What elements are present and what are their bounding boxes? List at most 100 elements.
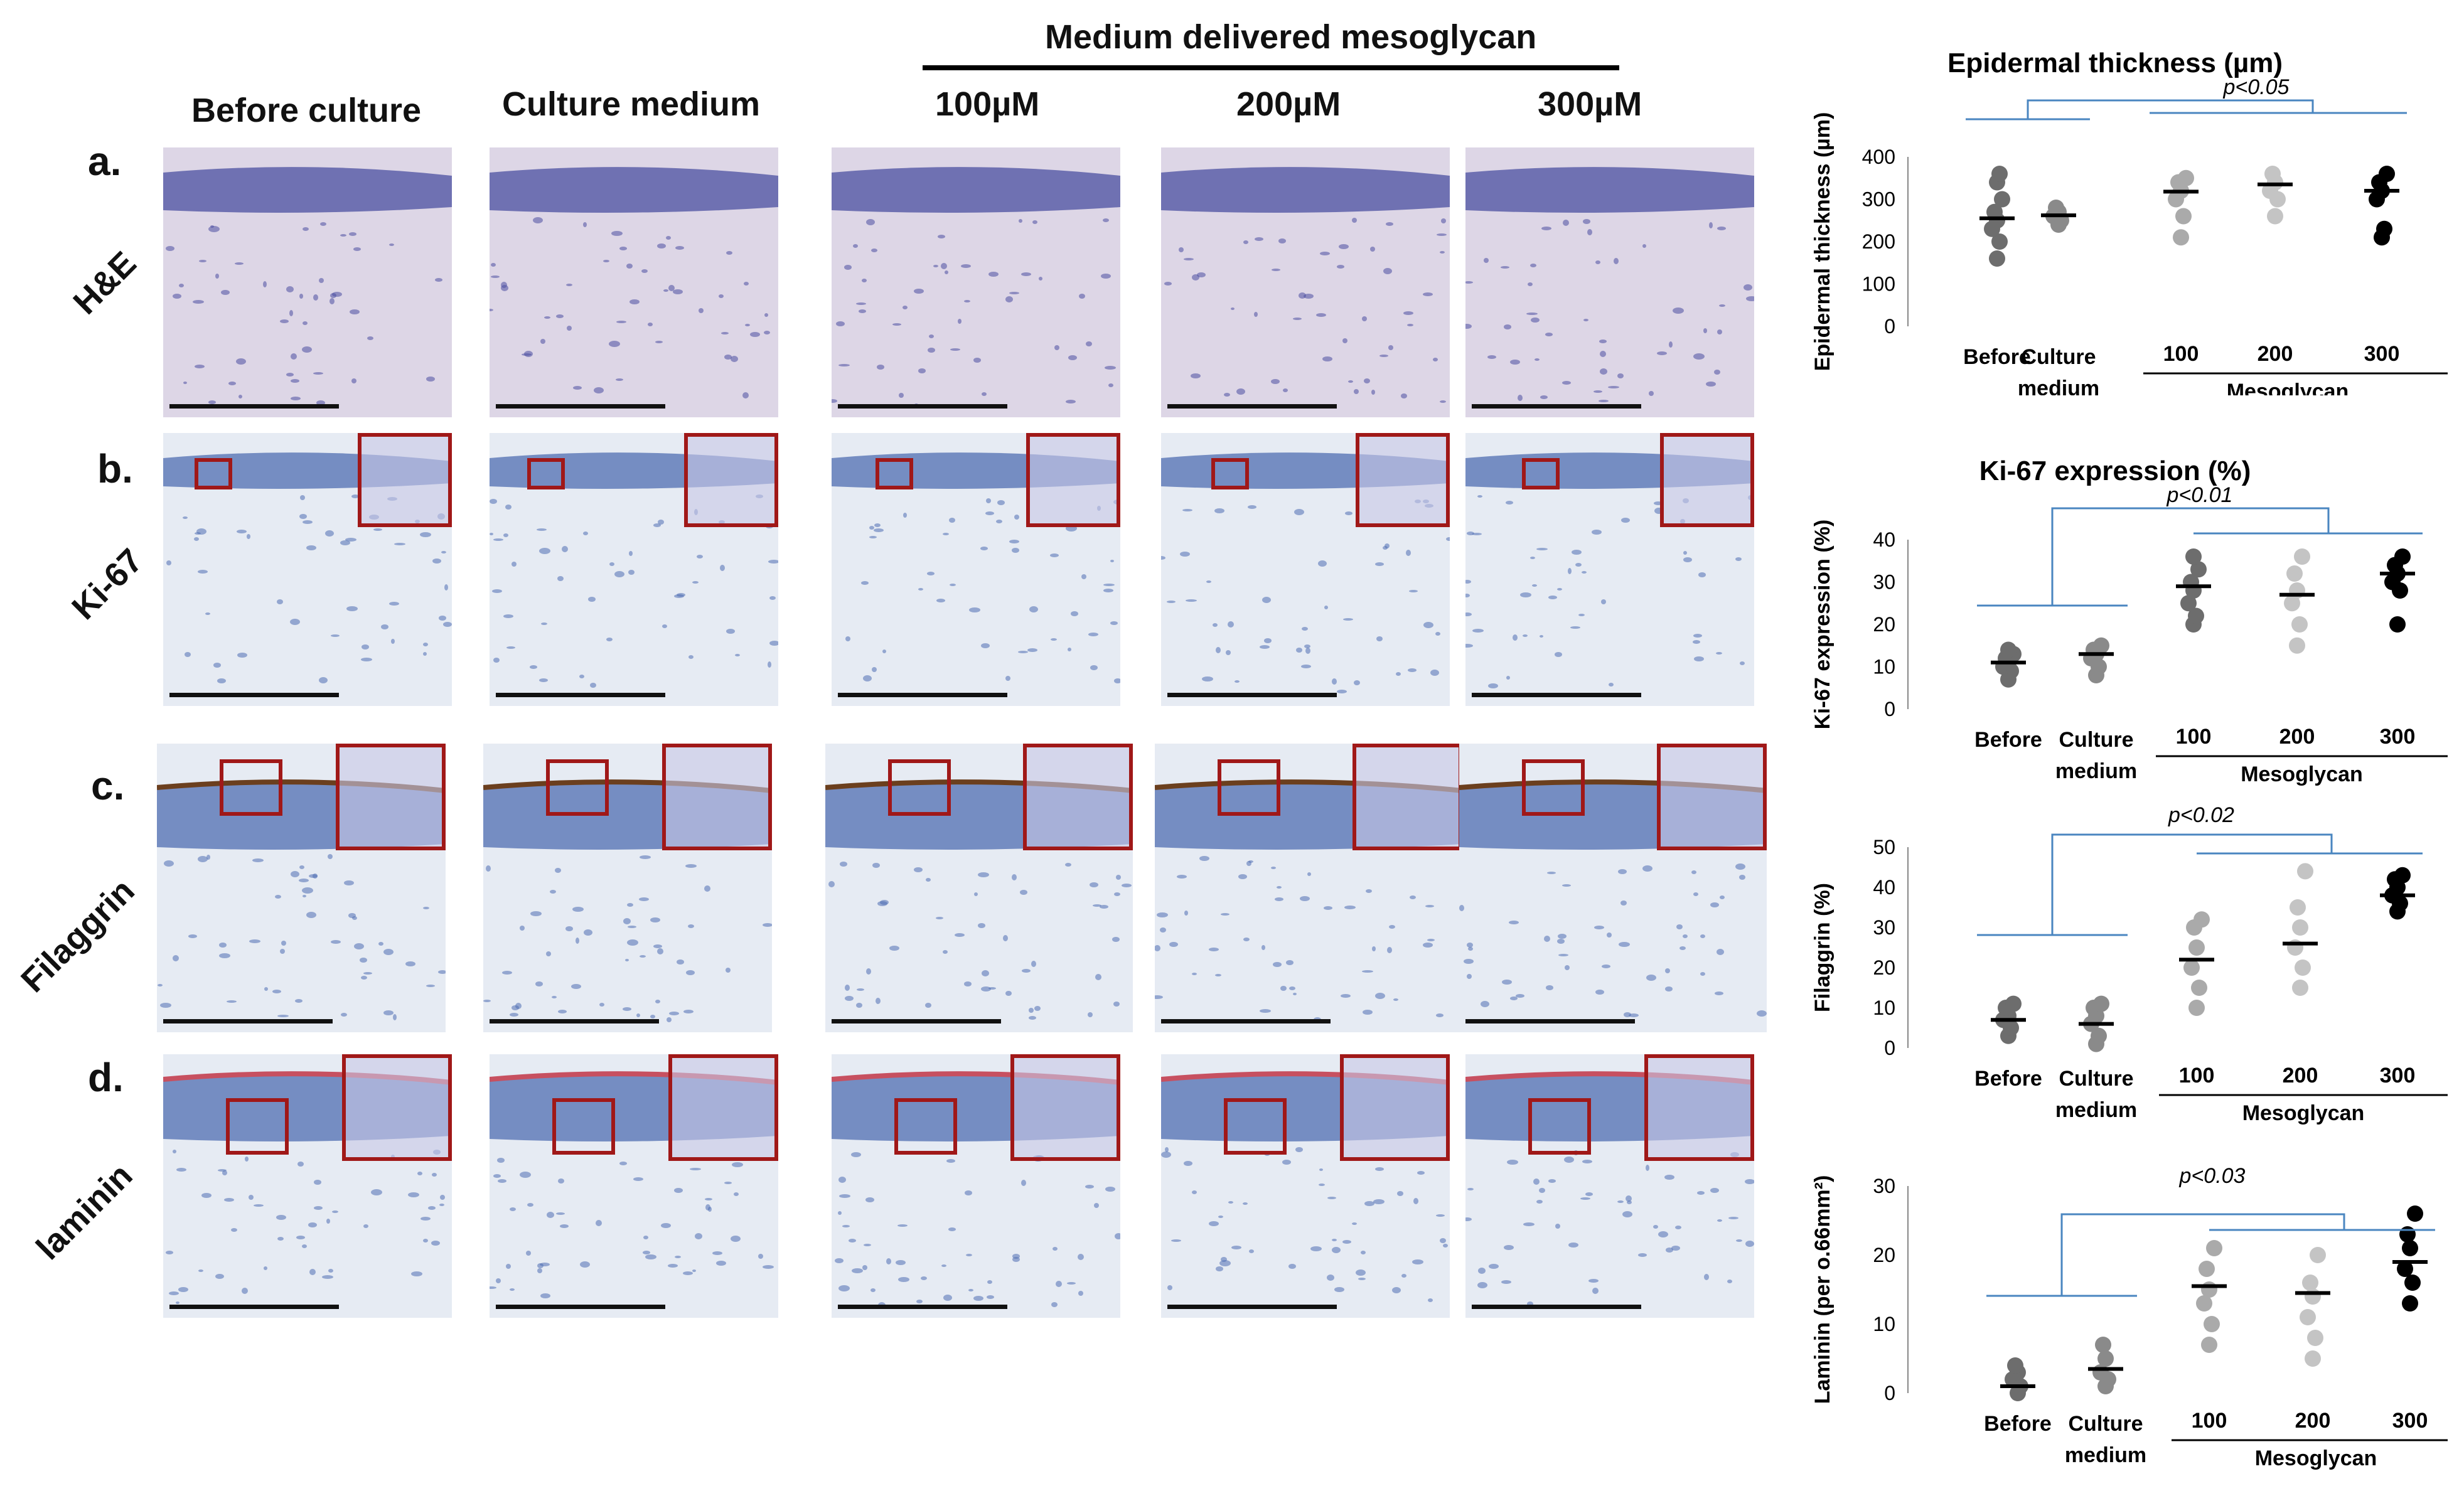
inset-marker-box bbox=[876, 458, 913, 489]
chart-laminin: Laminin (per o.66mm²) 0 10 20 30 Before Cultur… bbox=[1770, 1148, 2460, 1487]
y-tick-label: 0 bbox=[1884, 1382, 1895, 1404]
x-label-dose: 300 bbox=[2392, 1409, 2428, 1433]
data-point bbox=[1991, 166, 2008, 182]
data-point bbox=[2389, 616, 2406, 633]
stain-label-filaggrin: Filaggrin bbox=[14, 872, 142, 1000]
inset-marker-box bbox=[1211, 458, 1249, 489]
histology-panel bbox=[490, 147, 778, 417]
y-tick-label: 30 bbox=[1873, 916, 1895, 939]
x-label-dose: 100 bbox=[2192, 1409, 2227, 1433]
y-tick-label: 100 bbox=[1862, 273, 1895, 296]
histology-panel bbox=[1465, 147, 1754, 417]
data-point bbox=[2394, 548, 2411, 565]
chart-filaggrin: Filaggrin (%) 0 10 20 30 40 50 Before Culture med… bbox=[1770, 784, 2460, 1136]
scale-bar bbox=[496, 1305, 665, 1309]
data-point bbox=[2297, 863, 2313, 880]
y-tick-label: 50 bbox=[1873, 836, 1895, 858]
stain-label-ki67: Ki-67 bbox=[65, 542, 150, 627]
x-label-dose: 100 bbox=[2179, 1064, 2215, 1088]
chart-epidermal-thickness: Epidermal thickness (µm) Epidermal thickn… bbox=[1770, 6, 2460, 403]
data-point bbox=[2048, 200, 2064, 216]
inset-marker-box bbox=[888, 759, 951, 816]
data-point bbox=[2289, 637, 2305, 654]
data-point bbox=[2093, 995, 2109, 1012]
data-point bbox=[2201, 1281, 2217, 1298]
inset-marker-box bbox=[1522, 759, 1585, 816]
histology-panel bbox=[832, 1054, 1120, 1318]
chart-epidermal-thickness-svg: Epidermal thickness (µm) Epidermal thickn… bbox=[1811, 48, 2448, 403]
inset-marker-box bbox=[226, 1098, 289, 1155]
data-point bbox=[2402, 1240, 2418, 1256]
histology-panel bbox=[163, 147, 452, 417]
inset-zoom-box bbox=[1353, 744, 1462, 850]
row-letter-c: c. bbox=[91, 763, 125, 808]
data-point bbox=[2180, 595, 2197, 612]
scale-bar bbox=[496, 693, 665, 697]
chart-laminin-svg: Laminin (per o.66mm²) 0 10 20 30 Before Cultur… bbox=[1811, 1164, 2448, 1470]
inset-zoom-box bbox=[1026, 433, 1120, 527]
group-header-underline bbox=[923, 65, 1619, 70]
data-point bbox=[2173, 229, 2189, 246]
scale-bar bbox=[496, 404, 665, 409]
inset-marker-box bbox=[552, 1098, 615, 1155]
histology-panel bbox=[490, 433, 778, 706]
data-point bbox=[2175, 208, 2192, 225]
stain-label-laminin: laminin bbox=[29, 1156, 140, 1268]
inset-zoom-box bbox=[668, 1054, 778, 1161]
y-tick-label: 10 bbox=[1873, 1313, 1895, 1335]
data-point bbox=[2007, 1357, 2023, 1374]
inset-zoom-box bbox=[1010, 1054, 1120, 1161]
x-label-dose: 100 bbox=[2163, 342, 2199, 366]
data-point bbox=[1991, 233, 2008, 250]
y-tick-label: 0 bbox=[1884, 315, 1895, 338]
data-point bbox=[2196, 1295, 2212, 1312]
data-point bbox=[2188, 1000, 2205, 1016]
histology-panel bbox=[1161, 1054, 1450, 1318]
scale-bar bbox=[1472, 404, 1641, 409]
x-label-before: Before bbox=[1963, 345, 2031, 369]
x-label-medium: medium bbox=[2055, 1098, 2137, 1122]
histology-panel bbox=[1161, 147, 1450, 417]
scale-bar bbox=[838, 404, 1007, 409]
x-label-medium: medium bbox=[2065, 1443, 2146, 1467]
col-header-100uM: 100µM bbox=[935, 85, 1040, 123]
x-label-culture: Culture bbox=[2059, 1067, 2134, 1091]
x-label-dose: 300 bbox=[2380, 1064, 2416, 1088]
data-point bbox=[2402, 1295, 2418, 1312]
data-point bbox=[2404, 1275, 2421, 1291]
inset-zoom-box bbox=[1660, 433, 1754, 527]
y-axis-label: Filaggrin (%) bbox=[1811, 883, 1835, 1012]
y-tick-label: 20 bbox=[1873, 956, 1895, 979]
stain-label-he: H&E bbox=[66, 244, 144, 322]
y-tick-label: 0 bbox=[1884, 698, 1895, 720]
y-tick-label: 200 bbox=[1862, 230, 1895, 253]
chart-filaggrin-svg: Filaggrin (%) 0 10 20 30 40 50 Before Culture med… bbox=[1811, 803, 2448, 1125]
scale-bar bbox=[169, 1305, 339, 1309]
bracket-link bbox=[2051, 833, 2333, 935]
inset-marker-box bbox=[1218, 759, 1280, 816]
data-point bbox=[2183, 959, 2200, 976]
data-point bbox=[2399, 1226, 2416, 1242]
data-point bbox=[2097, 1350, 2114, 1367]
scale-bar bbox=[1161, 1019, 1331, 1023]
x-label-culture: Culture bbox=[2069, 1412, 2143, 1436]
scale-bar bbox=[169, 404, 339, 409]
p-value-label: p<0.05 bbox=[2223, 75, 2290, 99]
histology-panel bbox=[1459, 744, 1767, 1032]
histology-panel bbox=[483, 744, 772, 1032]
histology-panel bbox=[1465, 1054, 1754, 1318]
y-tick-label: 0 bbox=[1884, 1037, 1895, 1059]
data-point bbox=[2305, 1288, 2321, 1305]
scale-bar bbox=[1472, 1305, 1641, 1309]
x-group-label: Mesoglycan bbox=[2242, 1101, 2365, 1125]
y-tick-label: 20 bbox=[1873, 1244, 1895, 1266]
p-value-label: p<0.02 bbox=[2168, 803, 2234, 827]
y-axis-label: Laminin (per o.66mm²) bbox=[1811, 1175, 1835, 1404]
chart-ki67-svg: Ki-67 expression (%) Ki-67 expression (%)… bbox=[1811, 456, 2448, 786]
x-label-medium: medium bbox=[2055, 759, 2137, 783]
x-group-label: Mesoglycan bbox=[2227, 380, 2349, 395]
x-label-dose: 200 bbox=[2279, 725, 2315, 749]
inset-marker-box bbox=[1522, 458, 1560, 489]
scale-bar bbox=[1167, 693, 1337, 697]
y-tick-label: 30 bbox=[1873, 571, 1895, 594]
